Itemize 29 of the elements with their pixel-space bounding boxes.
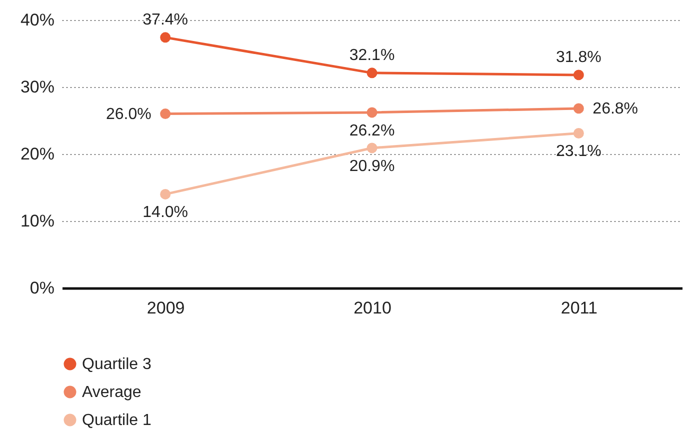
legend-label: Quartile 1 [82,412,152,429]
data-label: 23.1% [556,143,602,160]
x-tick-label: 2011 [560,298,598,318]
data-label: 26.8% [592,100,638,118]
x-tick-label: 2009 [146,298,185,318]
point [573,103,584,114]
data-label: 37.4% [142,11,188,28]
y-tick-label: 40% [20,10,54,30]
point [366,68,378,78]
data-label: 31.8% [556,48,602,66]
y-tick-label: 10% [20,212,54,230]
data-label: 26.0% [106,106,152,123]
point [160,188,171,200]
point [160,108,171,120]
x-tick-label: 2010 [354,298,392,318]
legend-label: Average [82,384,142,401]
y-tick-label: 30% [20,78,54,96]
legend-label: Quartile 3 [82,356,152,373]
y-tick-label: 0% [30,278,54,298]
point [573,70,584,80]
data-label: 14.0% [142,204,188,222]
point [573,128,584,138]
point [366,142,378,154]
data-label: 26.2% [349,122,395,140]
point [366,107,378,118]
data-label: 20.9% [349,158,395,175]
y-tick-label: 20% [20,144,54,164]
data-label: 32.1% [349,46,395,64]
point [160,32,171,43]
